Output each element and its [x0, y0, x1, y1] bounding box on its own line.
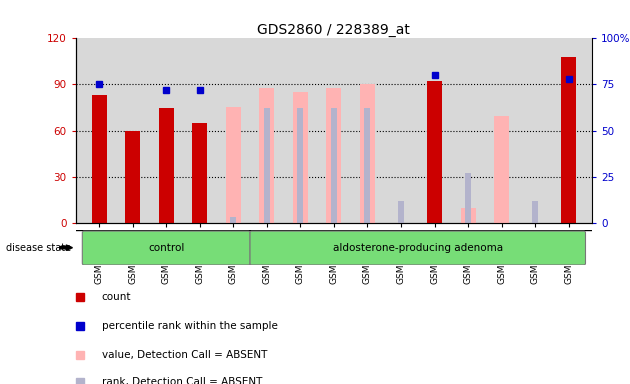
Bar — [465, 173, 471, 223]
Bar — [561, 57, 576, 223]
Text: value, Detection Call = ABSENT: value, Detection Call = ABSENT — [102, 350, 267, 360]
Bar — [91, 95, 106, 223]
Text: control: control — [148, 243, 185, 253]
Bar — [264, 108, 270, 223]
Bar — [494, 116, 509, 223]
Bar — [532, 200, 538, 223]
Text: rank, Detection Call = ABSENT: rank, Detection Call = ABSENT — [102, 377, 262, 384]
Text: percentile rank within the sample: percentile rank within the sample — [102, 321, 278, 331]
Bar — [226, 107, 241, 223]
Bar — [461, 208, 476, 223]
Title: GDS2860 / 228389_at: GDS2860 / 228389_at — [258, 23, 410, 37]
Bar — [398, 200, 404, 223]
Bar — [427, 81, 442, 223]
FancyBboxPatch shape — [250, 231, 585, 265]
Bar — [326, 88, 341, 223]
Bar — [260, 88, 274, 223]
Text: disease state: disease state — [6, 243, 71, 253]
Text: aldosterone-producing adenoma: aldosterone-producing adenoma — [333, 243, 503, 253]
Bar — [230, 217, 236, 223]
FancyBboxPatch shape — [83, 231, 250, 265]
Bar — [331, 108, 337, 223]
Bar — [297, 108, 304, 223]
Text: count: count — [102, 292, 131, 302]
Bar — [360, 84, 375, 223]
Bar — [192, 123, 207, 223]
Bar — [159, 108, 174, 223]
Bar — [293, 92, 308, 223]
Bar — [125, 131, 140, 223]
Bar — [364, 108, 370, 223]
